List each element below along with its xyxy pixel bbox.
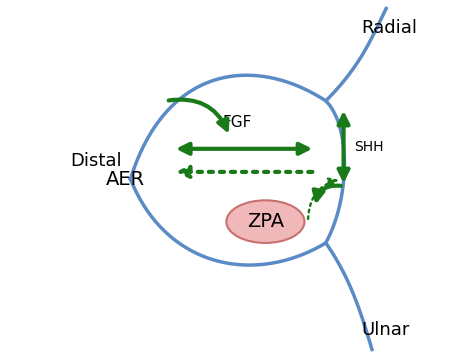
- Text: ZPA: ZPA: [247, 212, 284, 231]
- Text: Distal: Distal: [70, 152, 122, 170]
- Text: AER: AER: [106, 169, 145, 189]
- Ellipse shape: [227, 200, 304, 243]
- Text: FGF: FGF: [222, 115, 252, 130]
- Text: SHH: SHH: [354, 140, 384, 154]
- Text: Ulnar: Ulnar: [361, 321, 410, 339]
- Text: Radial: Radial: [361, 19, 417, 37]
